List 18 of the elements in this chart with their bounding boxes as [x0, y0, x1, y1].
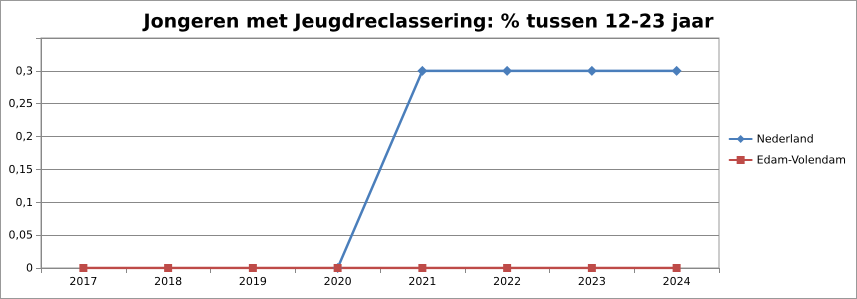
x-tick-label: 2018 [154, 275, 182, 288]
x-tick-label: 2020 [324, 275, 352, 288]
legend-label: Nederland [756, 132, 814, 146]
x-tick-label: 2017 [69, 275, 98, 288]
y-tick-label: 0,05 [8, 228, 33, 242]
y-tick-label: 0 [26, 262, 33, 274]
legend-label: Edam-Volendam [756, 154, 846, 166]
y-tick-label: 0,15 [8, 162, 33, 176]
x-tick-label: 2024 [662, 275, 691, 288]
y-tick-label: 0,2 [16, 130, 33, 144]
chart-title: Jongeren met Jeugdreclassering: % tussen 12-23 jaar [142, 10, 714, 32]
x-tick-label: 2021 [408, 275, 436, 288]
y-tick-label: 0,25 [8, 97, 33, 110]
x-tick-label: 2022 [493, 275, 522, 288]
y-tick-label: 0,1 [16, 196, 33, 209]
x-tick-label: 2023 [578, 275, 606, 288]
x-tick-label: 2019 [238, 275, 267, 288]
y-tick-label: 0,3 [16, 64, 33, 78]
